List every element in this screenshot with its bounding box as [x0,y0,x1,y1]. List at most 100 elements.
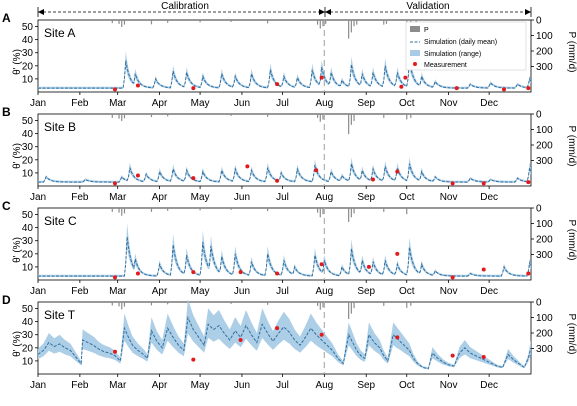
calibration-right-arrowhead [319,9,325,15]
plot-frame [37,301,532,375]
month-label: Jan [30,98,46,109]
y-tick-label: 20 [22,61,34,72]
precip-bar [348,302,350,320]
precip-bar [123,114,126,119]
measurement-point [395,335,400,340]
y-tick-label: 10 [22,168,34,179]
precip-bar [353,20,355,27]
month-label: Sep [357,380,375,391]
precip-bar [319,208,321,218]
month-label: Oct [399,286,415,297]
month-label: Jun [234,192,250,203]
month-label: Aug [315,192,333,203]
calibration-left-arrowhead [38,9,44,15]
month-label: Dec [480,192,498,203]
site-title: Site B [44,120,76,134]
month-label: Jul [276,286,289,297]
month-label: Aug [315,380,333,391]
p-axis-label: P (mm/d) [566,32,577,73]
precip-bar [348,208,350,222]
month-label: Mar [109,98,127,109]
validation-right-arrowhead [525,9,531,15]
precip-bar [267,20,269,24]
month-label: Apr [152,380,168,391]
precip-bar [322,208,324,215]
month-label: Apr [152,98,168,109]
panel-c: C Site C 10 20 30 40 50 0 100 200 300 Jan Feb Mar Apr M… [2,199,577,297]
measurement-point [319,332,324,337]
p-tick-label: 300 [536,156,553,167]
precip-bar [167,302,169,305]
y-tick-label: 50 [22,304,34,315]
precip-bar [350,20,352,33]
legend-precip-swatch [410,26,420,32]
precip-bar [383,114,385,118]
month-label: Feb [71,380,89,391]
precip-bar [123,20,126,25]
month-label: Aug [315,98,333,109]
y-axis-label: θ' (%) [12,143,23,169]
y-tick-label: 30 [22,330,34,341]
month-label: Apr [152,286,168,297]
month-label: Mar [109,380,127,391]
measurement-point [481,181,486,186]
month-label: Oct [399,98,415,109]
month-label: May [191,98,210,109]
plot-frame [37,207,532,281]
measurement-point [399,84,404,89]
panel-letter: B [2,105,11,119]
precip-bar [316,208,319,213]
precip-bar [319,114,321,122]
simulation-mean-line [38,163,532,183]
precip-bar [348,114,350,135]
measurement-point [112,349,117,354]
precip-bar [121,302,123,310]
panel-t: D Site T 10 20 30 40 50 0 100 200 300 Jan Feb Mar Apr M… [2,293,577,391]
precip-bar [406,302,408,308]
month-label: Mar [109,286,127,297]
measurement-point [112,275,117,280]
month-label: Jun [234,98,250,109]
month-label: Dec [480,380,498,391]
site-title: Site A [44,26,75,40]
p-tick-label: 100 [536,31,553,42]
measurement-point [191,176,196,181]
precip-bar [322,302,324,308]
month-label: Jan [30,380,46,391]
simulation-mean-line [38,60,532,89]
month-label: Jun [234,286,250,297]
p-axis-label: P (mm/d) [566,314,577,355]
measurement-point [238,270,243,275]
precip-bar [167,20,169,23]
month-label: Dec [480,286,498,297]
legend-box [405,21,527,71]
precip-bar [230,114,232,116]
measurement-point [501,87,506,92]
y-tick-label: 50 [22,116,34,127]
simulation-range-band [38,299,531,370]
y-tick-label: 40 [22,223,34,234]
month-label: Nov [440,98,458,109]
p-axis-label: P (mm/d) [566,220,577,261]
precip-bar [199,20,201,23]
month-label: Sep [357,286,375,297]
measurement-point [319,75,324,80]
measurement-point [366,264,371,269]
measurement-point [526,271,531,276]
legend-measurement-swatch [413,62,417,66]
y-tick-label: 20 [22,343,34,354]
validation-label: Validation [406,1,449,12]
measurement-point [135,83,140,88]
measurement-point [481,354,486,359]
measurement-point [454,86,459,91]
precip-bar [111,20,113,24]
precip-bar [150,302,153,306]
site-title: Site T [44,308,76,322]
measurement-point [450,353,455,358]
precip-bar [410,114,412,118]
month-label: Mar [109,192,127,203]
measurement-point [112,87,117,92]
site-title: Site C [44,214,77,228]
phase-bar: Calibration Validation [37,1,532,17]
precip-bar [316,302,319,306]
